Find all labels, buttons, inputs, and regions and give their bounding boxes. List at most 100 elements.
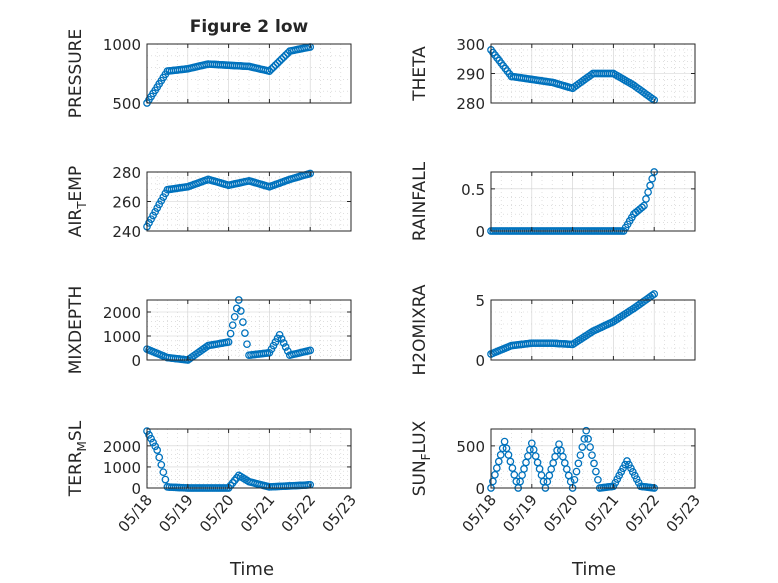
data-marker [510, 470, 519, 479]
data-marker [642, 195, 650, 203]
data-marker [147, 434, 155, 443]
data-marker [491, 470, 499, 479]
data-marker [650, 290, 659, 298]
y-axis-label: PRESSURE [66, 29, 86, 118]
y-tick-label: 260 [112, 194, 141, 212]
y-tick-label: 0 [131, 480, 141, 498]
data-marker [640, 201, 648, 210]
data-marker [161, 189, 170, 198]
data-marker [265, 67, 274, 75]
data-marker [149, 438, 157, 447]
y-tick-label: 1000 [103, 36, 141, 54]
data-marker [277, 55, 286, 63]
data-marker [151, 207, 160, 216]
y-tick-label: 500 [456, 438, 485, 456]
data-marker [508, 464, 517, 472]
subplot-3: 240 260 280 AIRTEMP [66, 164, 352, 241]
y-axis-label: THETA [410, 46, 430, 102]
data-marker [578, 443, 587, 451]
y-tick-label: 240 [112, 223, 141, 241]
y-tick-label: 2000 [103, 438, 141, 456]
data-marker [506, 457, 515, 466]
data-marker [590, 459, 598, 468]
y-tick-label: 290 [456, 66, 485, 84]
axes-box [490, 299, 696, 361]
data-marker [494, 457, 503, 466]
data-marker [279, 339, 288, 347]
subplot-2: 280 290 300 THETA [410, 36, 696, 113]
subplot-title: Figure 2 low [190, 17, 309, 37]
data-marker [275, 57, 284, 65]
x-axis-label-right: Time [571, 559, 616, 580]
y-tick-label: 0 [475, 480, 485, 498]
data-marker [570, 475, 579, 484]
y-axis-label: TERRMSL [66, 420, 89, 497]
data-marker [492, 464, 501, 472]
y-axis-label: MIXDEPTH [66, 286, 86, 375]
x-axis-label-left: Time [229, 559, 274, 580]
x-tick-label: 05/22 [278, 491, 320, 536]
data-marker [239, 318, 247, 326]
y-tick-label: 0 [475, 352, 485, 370]
data-marker [230, 312, 239, 321]
data-marker [283, 49, 292, 57]
data-marker [648, 291, 657, 300]
data-marker [638, 203, 646, 212]
data-marker [224, 338, 233, 346]
x-tick-label: 05/20 [196, 491, 238, 536]
data-marker [273, 59, 282, 67]
y-tick-label: 1000 [103, 459, 141, 477]
data-marker [157, 196, 166, 205]
x-tick-label: 05/19 [499, 491, 541, 536]
data-marker [228, 321, 237, 330]
y-tick-label: 0 [475, 223, 485, 241]
data-marker [584, 435, 592, 443]
data-marker [267, 65, 276, 73]
y-tick-label: 280 [456, 95, 485, 113]
data-marker [594, 475, 602, 484]
data-marker [512, 477, 521, 486]
y-axis-label: AIRTEMP [66, 166, 89, 237]
data-marker [157, 460, 166, 469]
data-marker [281, 343, 290, 351]
data-marker [496, 451, 505, 459]
data-marker [269, 63, 278, 71]
x-tick-label: 05/19 [155, 491, 197, 536]
data-marker [151, 442, 160, 451]
data-marker [226, 329, 235, 338]
data-marker [149, 211, 157, 220]
y-tick-label: 1000 [103, 328, 141, 346]
data-marker [145, 219, 153, 227]
data-marker [147, 215, 155, 224]
plot-area [147, 44, 351, 103]
y-tick-label: 2000 [103, 304, 141, 322]
data-marker [159, 468, 168, 477]
data-marker [625, 460, 633, 469]
axes-box [146, 299, 352, 361]
plot-area [491, 172, 695, 231]
subplot-5: 0 1000 2000 MIXDEPTH [66, 286, 352, 375]
y-axis-label: H2OMIXRA [410, 284, 430, 375]
panels-layer: 500 1000 PRESSURE Figure 2 low 280 290 300 THET… [66, 17, 704, 536]
data-marker [502, 444, 511, 453]
data-marker [592, 467, 600, 476]
data-marker [648, 94, 657, 103]
x-tick-label: 05/23 [662, 491, 704, 536]
x-tick-label: 05/22 [622, 491, 664, 536]
data-marker [586, 443, 594, 451]
data-marker [277, 335, 286, 343]
subplot-6: 0 5 H2OMIXRA [410, 284, 696, 376]
y-tick-label: 0 [131, 352, 141, 370]
y-tick-label: 300 [456, 36, 485, 54]
data-marker [572, 467, 581, 476]
data-marker [236, 307, 245, 315]
x-tick-label: 05/20 [540, 491, 582, 536]
data-marker [646, 181, 654, 190]
plot-area [147, 300, 351, 360]
data-marker [275, 330, 284, 339]
subplot-1: 500 1000 PRESSURE Figure 2 low [66, 17, 352, 118]
y-tick-label: 280 [112, 164, 141, 182]
